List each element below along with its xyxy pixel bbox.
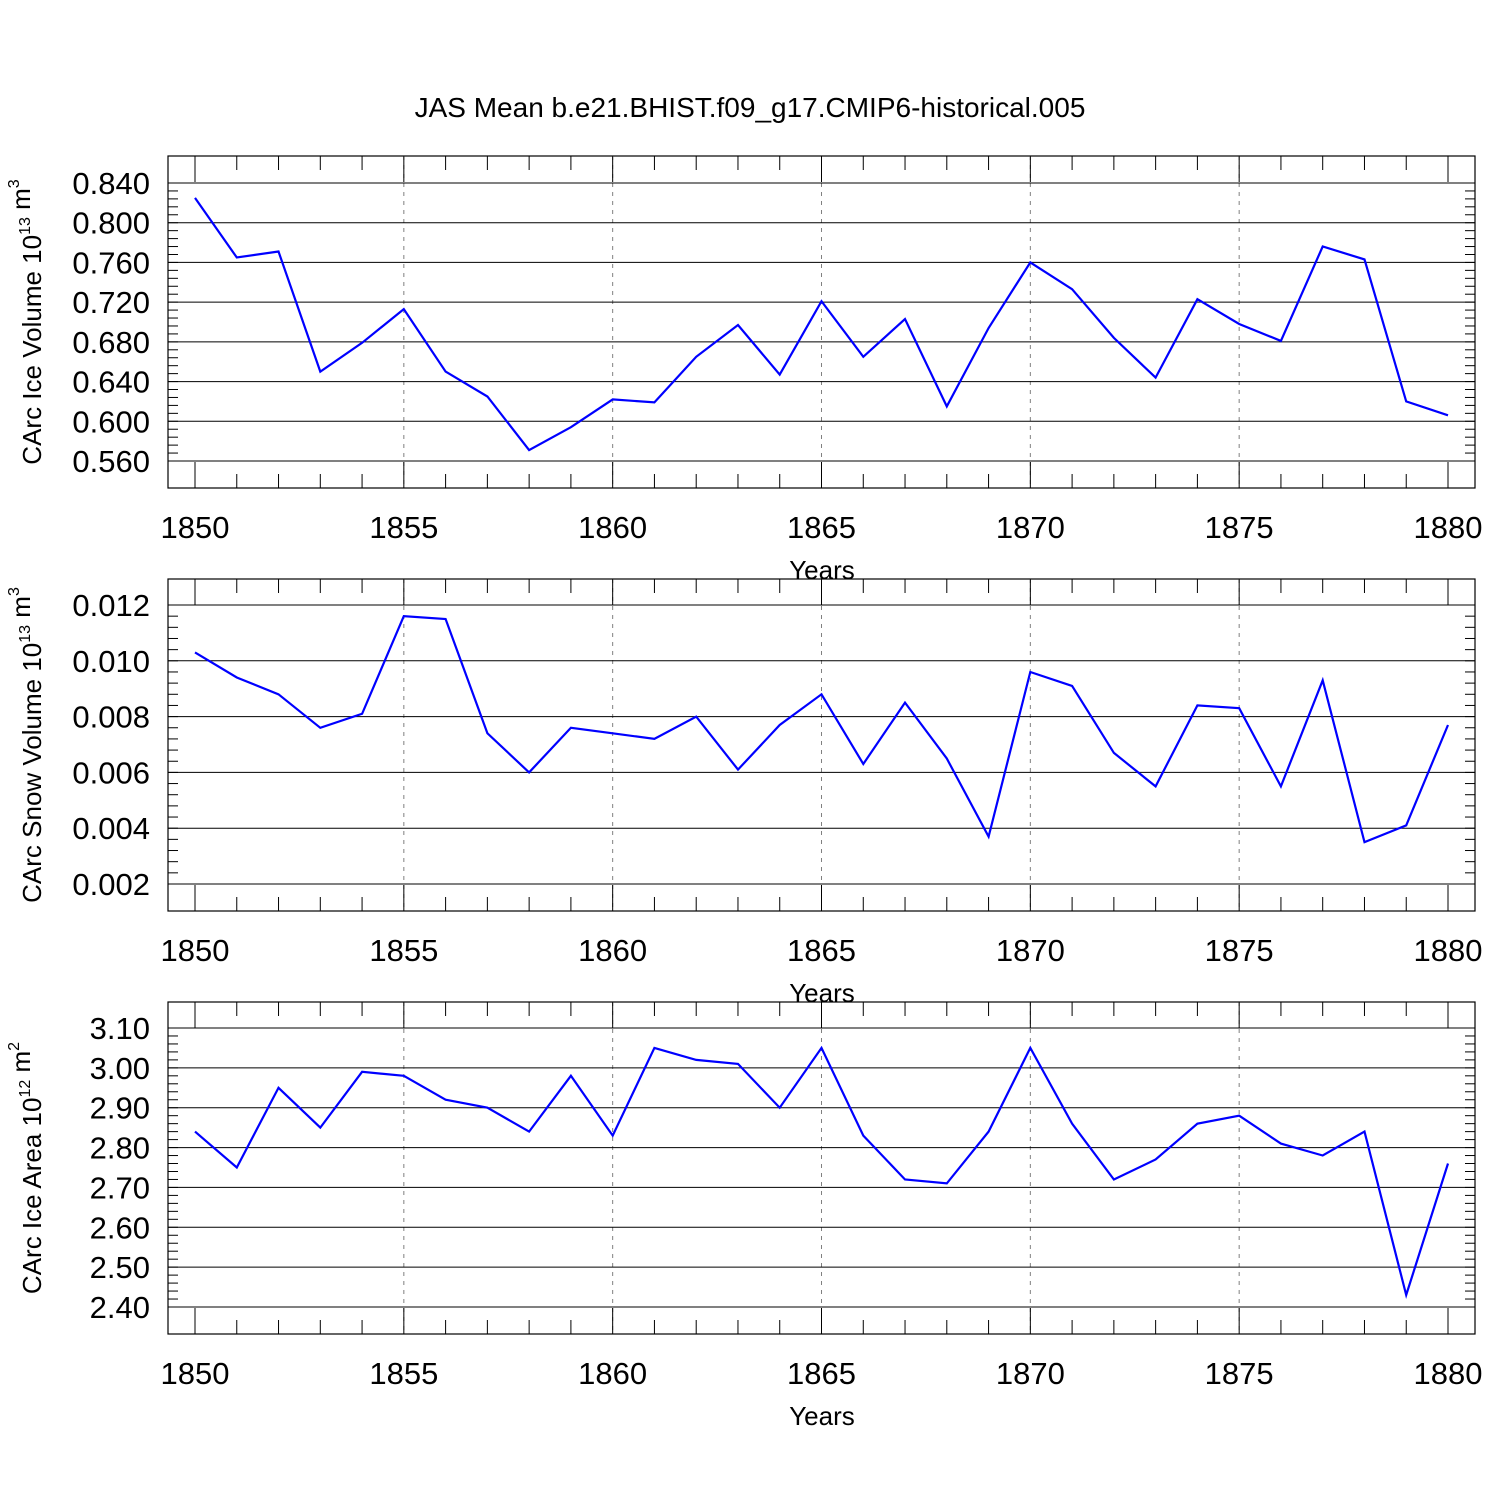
x-tick-label: 1865	[787, 510, 856, 545]
y-tick-label: 0.012	[72, 588, 150, 623]
x-tick-label: 1860	[578, 933, 647, 968]
y-axis-title: CArc Ice Volume 1013 m3	[6, 179, 47, 464]
x-tick-label: 1880	[1414, 1356, 1483, 1391]
y-tick-label: 0.680	[72, 325, 150, 360]
y-tick-label: 0.640	[72, 365, 150, 400]
y-tick-label: 0.840	[72, 166, 150, 201]
y-tick-label: 2.40	[90, 1290, 150, 1325]
series-line	[194, 1045, 1450, 1299]
x-tick-label: 1860	[578, 510, 647, 545]
y-tick-label: 0.560	[72, 444, 150, 479]
y-axis-title: CArc Snow Volume 1013 m3	[6, 587, 47, 903]
x-tick-label: 1870	[996, 1356, 1065, 1391]
x-axis-title: Years	[789, 1401, 855, 1431]
x-tick-label: 1875	[1205, 510, 1274, 545]
y-tick-label: 0.006	[72, 755, 150, 790]
x-tick-label: 1855	[369, 1356, 438, 1391]
series-line	[194, 615, 1450, 844]
x-tick-label: 1850	[161, 1356, 230, 1391]
y-tick-label: 2.80	[90, 1131, 150, 1166]
x-tick-label: 1855	[369, 933, 438, 968]
x-tick-label: 1860	[578, 1356, 647, 1391]
x-tick-label: 1875	[1205, 1356, 1274, 1391]
x-tick-label: 1870	[996, 510, 1065, 545]
y-tick-label: 2.70	[90, 1170, 150, 1205]
y-tick-label: 0.800	[72, 206, 150, 241]
x-tick-label: 1865	[787, 1356, 856, 1391]
y-tick-label: 0.002	[72, 867, 150, 902]
x-tick-label: 1880	[1414, 933, 1483, 968]
y-tick-label: 3.10	[90, 1011, 150, 1046]
y-tick-label: 0.008	[72, 700, 150, 735]
x-tick-label: 1880	[1414, 510, 1483, 545]
y-tick-label: 0.600	[72, 404, 150, 439]
y-tick-label: 0.004	[72, 811, 150, 846]
x-tick-label: 1870	[996, 933, 1065, 968]
x-tick-label: 1850	[161, 933, 230, 968]
x-tick-label: 1855	[369, 510, 438, 545]
chart-panel-1: 0.560 0.600 0.640 0.680 0.720 0.760 0.800 0.840…	[6, 155, 1483, 585]
x-tick-label: 1850	[161, 510, 230, 545]
page-title: JAS Mean b.e21.BHIST.f09_g17.CMIP6-histo…	[414, 92, 1086, 123]
y-tick-label: 2.90	[90, 1091, 150, 1126]
series-line	[194, 197, 1449, 452]
x-tick-label: 1865	[787, 933, 856, 968]
chart-panel-3: 2.40 2.50 2.60 2.70 2.80 2.90 3.00 3.10 1850 1855…	[6, 1001, 1483, 1431]
y-tick-label: 2.50	[90, 1250, 150, 1285]
y-tick-label: 0.720	[72, 285, 150, 320]
y-axis-title: CArc Ice Area 1012 m2	[6, 1042, 47, 1294]
y-tick-label: 3.00	[90, 1051, 150, 1086]
x-tick-label: 1875	[1205, 933, 1274, 968]
y-tick-label: 2.60	[90, 1210, 150, 1245]
y-tick-label: 0.010	[72, 644, 150, 679]
y-tick-label: 0.760	[72, 245, 150, 280]
chart-panel-2: 0.002 0.004 0.006 0.008 0.010 0.012 1850 1855 18…	[6, 578, 1483, 1008]
